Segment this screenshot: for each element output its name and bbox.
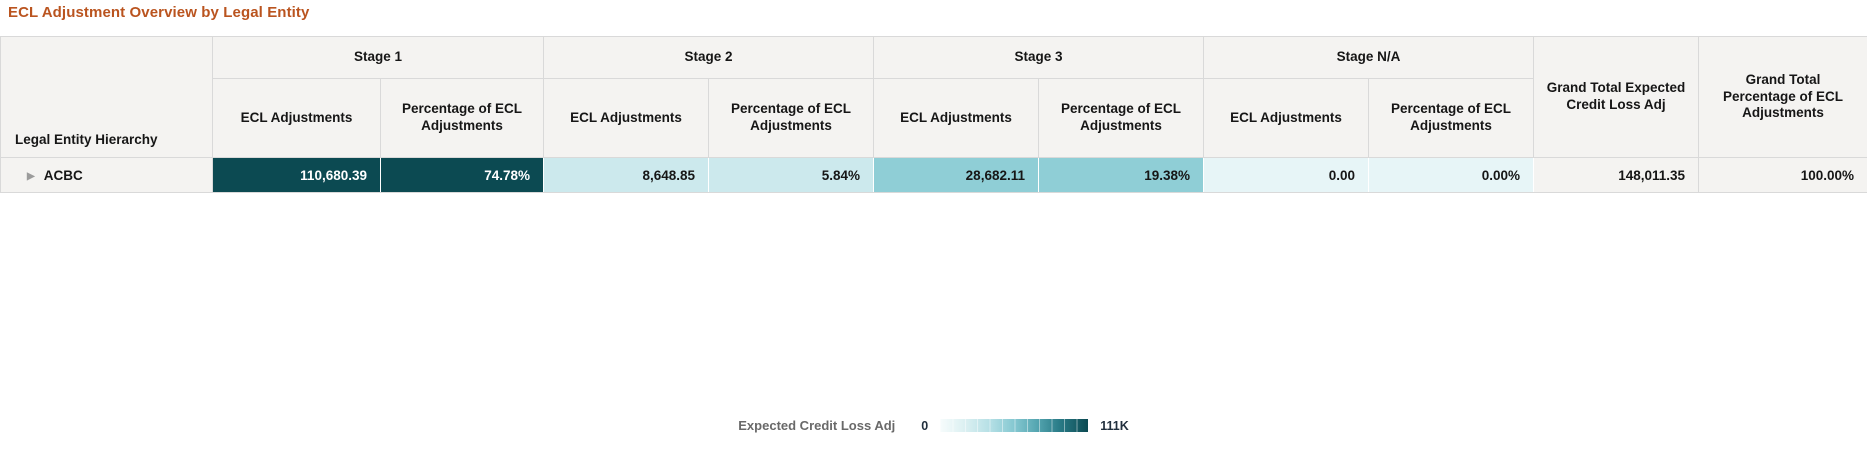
cell-stage1-pct: 74.78% (380, 157, 544, 193)
header-stage3-percentage: Percentage of ECL Adjustments (1038, 78, 1204, 158)
cell-stage1-ecl: 110,680.39 (212, 157, 381, 193)
cell-stagena-pct: 0.00% (1367, 157, 1535, 193)
table-row-acbc: ▶ ACBC 110,680.39 74.78% 8,648.85 5.84% 2… (0, 157, 1867, 193)
header-grand-total-ecl-adj: Grand Total Expected Credit Loss Adj (1533, 36, 1700, 158)
header-stage2-percentage: Percentage of ECL Adjustments (708, 78, 874, 158)
header-legal-entity-hierarchy: Legal Entity Hierarchy (0, 36, 213, 158)
legend-max-value: 111K (1100, 418, 1129, 433)
cell-stage3-pct: 19.38% (1038, 157, 1204, 193)
header-grand-total-percentage: Grand Total Percentage of ECL Adjustment… (1698, 36, 1867, 158)
cell-stagena-ecl: 0.00 (1203, 157, 1369, 193)
header-stage1-percentage: Percentage of ECL Adjustments (380, 78, 544, 158)
group-header-stage-2: Stage 2 (543, 36, 874, 79)
cell-grand-total-pct: 100.00% (1698, 157, 1867, 193)
legend-gradient-bar (940, 419, 1089, 432)
page-title: ECL Adjustment Overview by Legal Entity (8, 4, 310, 21)
ecl-adjustment-table: Legal Entity Hierarchy Stage 1 Stage 2 S… (0, 36, 1867, 193)
entity-label: ACBC (43, 167, 83, 183)
heatmap-legend: Expected Credit Loss Adj 0 111K (0, 418, 1867, 433)
entity-cell-acbc[interactable]: ▶ ACBC (0, 157, 213, 193)
cell-stage3-ecl: 28,682.11 (873, 157, 1039, 193)
expand-triangle-icon[interactable]: ▶ (27, 170, 35, 182)
header-stage1-ecl-adjustments: ECL Adjustments (212, 78, 381, 158)
header-stagena-percentage: Percentage of ECL Adjustments (1367, 78, 1535, 158)
legend-min-value: 0 (921, 418, 929, 433)
group-header-stage-1: Stage 1 (212, 36, 544, 79)
header-stage3-ecl-adjustments: ECL Adjustments (873, 78, 1039, 158)
header-stagena-ecl-adjustments: ECL Adjustments (1203, 78, 1369, 158)
cell-stage2-ecl: 8,648.85 (543, 157, 709, 193)
cell-grand-total-ecl: 148,011.35 (1533, 157, 1700, 193)
header-stage2-ecl-adjustments: ECL Adjustments (543, 78, 709, 158)
cell-stage2-pct: 5.84% (708, 157, 874, 193)
group-header-stage-3: Stage 3 (873, 36, 1204, 79)
legend-label: Expected Credit Loss Adj (738, 418, 896, 433)
group-header-stage-na: Stage N/A (1202, 36, 1535, 79)
